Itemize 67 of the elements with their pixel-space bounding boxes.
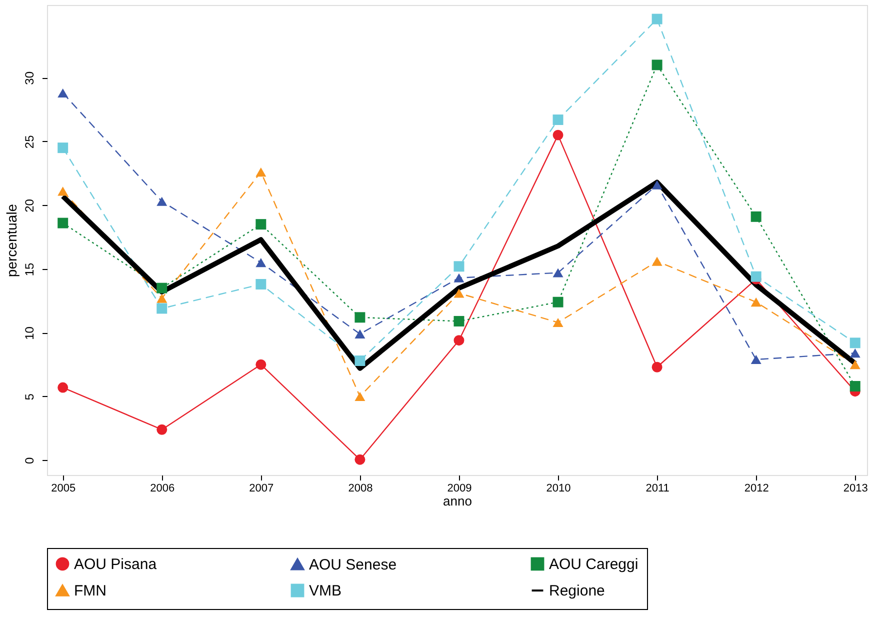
y-tick-label: 20 <box>22 198 36 212</box>
y-tick-label: 10 <box>22 326 36 340</box>
point <box>256 219 266 230</box>
point <box>156 282 168 294</box>
point <box>850 338 860 348</box>
point <box>552 268 564 278</box>
point <box>454 335 464 346</box>
y-axis-title: percentuale <box>4 204 20 278</box>
x-axis-title: anno <box>443 494 472 508</box>
y-tick-label: 5 <box>22 393 36 400</box>
point <box>156 424 168 435</box>
y-tick-label: 25 <box>22 134 36 149</box>
point <box>552 318 564 328</box>
legend-label: AOU Pisana <box>74 556 158 573</box>
x-tick-label: 2007 <box>249 482 274 494</box>
point <box>652 60 662 70</box>
point <box>552 296 564 308</box>
point <box>156 196 168 206</box>
point <box>552 114 564 126</box>
x-tick-label: 2011 <box>646 482 670 494</box>
point <box>156 303 168 314</box>
point <box>552 130 564 140</box>
point <box>652 256 662 266</box>
point <box>256 279 266 290</box>
point <box>156 294 168 303</box>
point <box>652 14 662 24</box>
point <box>256 167 266 177</box>
y-tick-label: 0 <box>22 457 36 464</box>
point <box>354 356 366 366</box>
point <box>850 348 860 358</box>
point <box>58 218 68 228</box>
x-tick-label: 2012 <box>744 482 769 494</box>
point <box>256 359 266 370</box>
point <box>354 454 366 465</box>
point <box>354 392 366 401</box>
point <box>750 271 762 282</box>
point <box>850 381 860 392</box>
y-tick-label: 30 <box>22 71 36 85</box>
legend-label: FMN <box>74 582 106 600</box>
point <box>652 180 662 190</box>
x-tick-label: 2010 <box>546 482 571 494</box>
legend-label: Regione <box>549 582 605 600</box>
x-tick-label: 2009 <box>447 482 472 494</box>
point <box>58 382 68 393</box>
point <box>354 329 366 339</box>
point <box>454 288 464 298</box>
point <box>750 354 762 364</box>
legend-label: AOU Senese <box>309 556 397 574</box>
point <box>652 362 662 372</box>
x-tick-label: 2008 <box>348 482 373 494</box>
x-tick-label: 2006 <box>150 482 175 494</box>
point <box>750 298 762 307</box>
y-tick-label: 15 <box>22 262 36 276</box>
point <box>850 360 860 370</box>
point <box>58 88 68 98</box>
legend-label: AOU Careggi <box>549 556 638 573</box>
point <box>454 273 464 282</box>
point <box>454 261 464 272</box>
x-tick-label: 2013 <box>843 482 868 494</box>
legend-label: VMB <box>309 582 342 600</box>
point <box>58 186 68 196</box>
point <box>454 316 464 326</box>
point <box>750 211 762 222</box>
x-tick-label: 2005 <box>51 482 76 494</box>
point <box>256 258 266 268</box>
point <box>354 312 366 323</box>
point <box>58 142 68 154</box>
